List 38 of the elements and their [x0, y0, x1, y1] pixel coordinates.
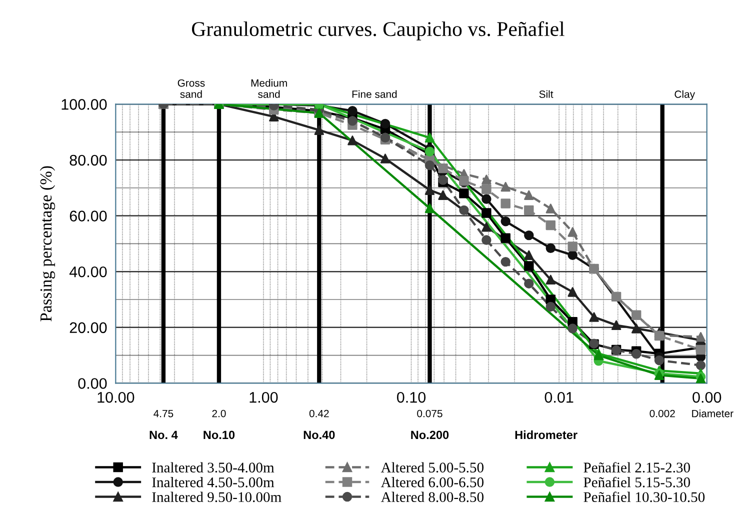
legend-label: Altered 6.00-6.50 [380, 477, 484, 488]
text: Clay [674, 90, 696, 100]
y-tick-label: 0.00 [78, 378, 107, 389]
ref-line-label: 0.42 [309, 410, 329, 418]
y-axis-title: Passing percentage (%) [40, 166, 56, 322]
legend-label: Altered 8.00-8.50 [380, 492, 484, 502]
y-tick-label: 20.00 [70, 322, 107, 334]
chart-title: Granulometric curves. Caupicho vs. Peñafiel [192, 21, 564, 40]
text: Hidrometer [515, 430, 578, 440]
legend-label: Peñafiel 2.15-2.30 [584, 462, 690, 473]
text: No.10 [204, 430, 235, 440]
ref-line-label: 4.75 [154, 410, 174, 418]
legend-label: Inaltered 4.50-5.00m [152, 477, 274, 488]
text: Gross sand [178, 79, 205, 98]
text: No. 4 [150, 430, 178, 440]
ref-line-label: 2.0 [212, 410, 226, 418]
text: Fine sand [352, 90, 397, 98]
y-tick-label: 40.00 [69, 266, 107, 278]
x-tick-label: 10.00 [98, 392, 134, 403]
text: Silt [539, 90, 554, 98]
x-tick-label: 0.00 [692, 392, 722, 403]
legend-label: Inaltered 3.50-4.00m [152, 462, 274, 473]
x-tick-label: 1.00 [250, 392, 278, 403]
legend-label: Inaltered 9.50-10.00m [152, 492, 282, 502]
text: Diameter [692, 410, 734, 418]
y-tick-label: 100.00 [62, 99, 107, 110]
legend-label: Peñafiel 5.15-5.30 [584, 476, 690, 488]
ref-line-label: 0.002 [650, 410, 675, 418]
x-tick-label: 0.01 [544, 392, 574, 403]
x-tick-label: 0.10 [396, 392, 426, 403]
text: Medium sand [251, 79, 287, 98]
text: No.200 [411, 430, 449, 440]
y-tick-label: 60.00 [70, 210, 107, 222]
y-tick-label: 80.00 [70, 154, 107, 166]
ref-line-label: 0.075 [417, 410, 442, 418]
legend-label: Peñafiel 10.30-10.50 [584, 492, 705, 502]
text: No.40 [304, 430, 335, 440]
legend-label: Altered 5.00-5.50 [380, 462, 484, 473]
